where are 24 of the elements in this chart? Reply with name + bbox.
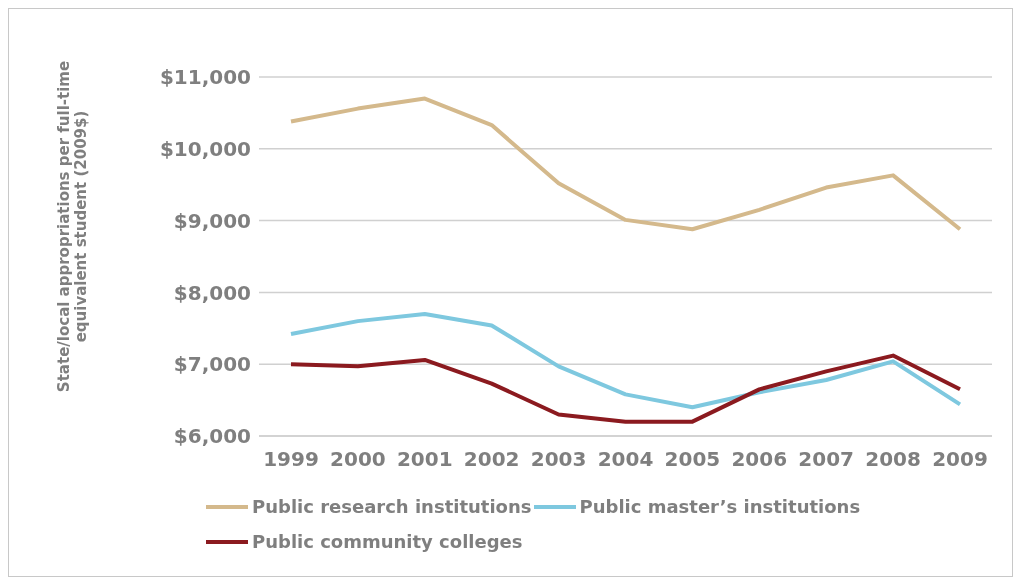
legend-label: Public research institutions <box>252 496 532 517</box>
x-tick-label: 1999 <box>263 447 319 472</box>
y-tick-label: $11,000 <box>159 65 251 90</box>
x-tick-label: 2002 <box>463 447 520 472</box>
x-tick-label: 2005 <box>664 447 721 472</box>
line-series <box>289 311 962 410</box>
x-tick-label: 2008 <box>865 447 921 472</box>
x-tick-label: 2000 <box>330 447 386 472</box>
x-tick-label: 2007 <box>798 447 855 472</box>
x-tick-label: 2003 <box>530 447 587 472</box>
x-tick-label: 2004 <box>597 447 654 472</box>
y-tick-label: $8,000 <box>173 280 251 305</box>
legend-label: Public master’s institutions <box>579 496 861 517</box>
legend-label: Public community colleges <box>252 531 523 552</box>
line-series <box>289 96 962 232</box>
line-series <box>289 353 962 424</box>
x-tick-label: 2001 <box>396 447 453 472</box>
y-tick-label: $10,000 <box>159 136 251 161</box>
x-tick-label: 2006 <box>731 447 788 472</box>
x-tick-label: 2009 <box>932 447 988 472</box>
y-axis-title: State/local appropriations per full-time equivalent student (2009$) <box>55 60 90 393</box>
y-tick-label: $7,000 <box>173 352 251 377</box>
y-tick-label: $6,000 <box>173 424 251 449</box>
y-tick-label: $9,000 <box>173 208 251 233</box>
